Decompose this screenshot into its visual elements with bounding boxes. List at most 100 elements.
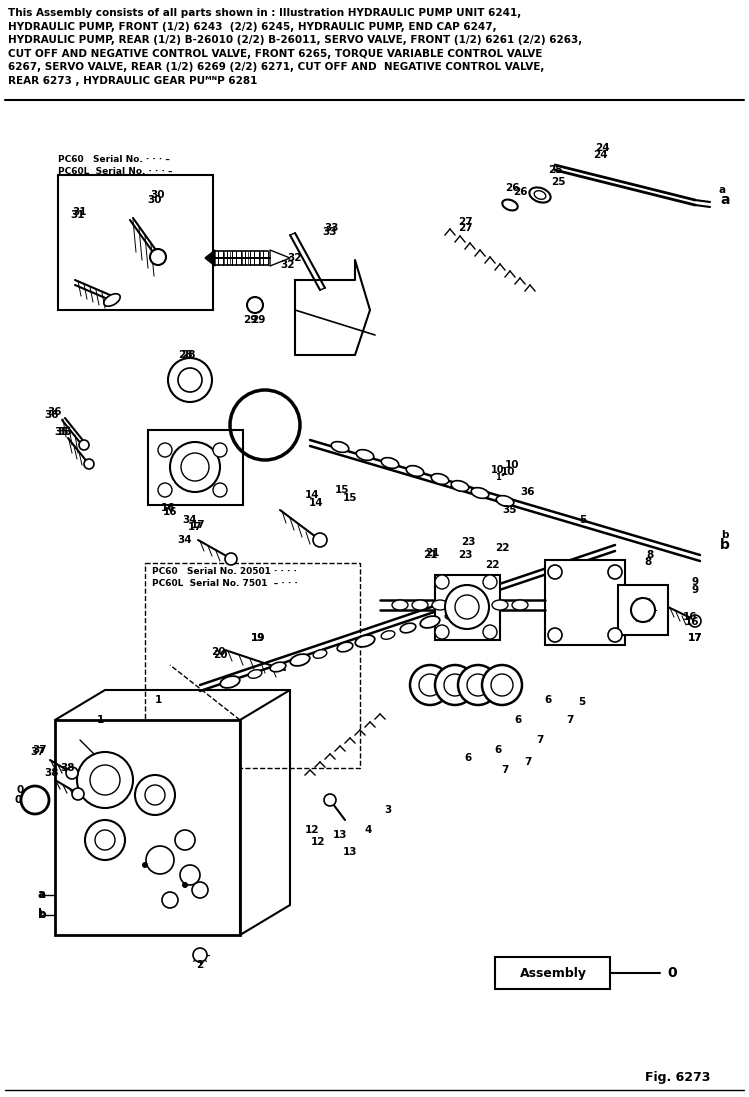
Text: 17: 17 bbox=[688, 633, 703, 643]
Text: 20: 20 bbox=[210, 647, 225, 657]
Ellipse shape bbox=[530, 188, 551, 203]
Ellipse shape bbox=[451, 480, 469, 491]
Circle shape bbox=[247, 297, 263, 313]
Text: 7: 7 bbox=[536, 735, 544, 745]
Text: b: b bbox=[721, 530, 729, 540]
Text: 14: 14 bbox=[305, 490, 319, 500]
Ellipse shape bbox=[420, 617, 440, 627]
Text: 9: 9 bbox=[691, 585, 699, 595]
Text: 35: 35 bbox=[55, 427, 69, 437]
Text: 34: 34 bbox=[178, 535, 192, 545]
Ellipse shape bbox=[290, 654, 310, 666]
Circle shape bbox=[182, 882, 188, 887]
Ellipse shape bbox=[400, 623, 416, 633]
Text: PC60L  Serial No. · · · –: PC60L Serial No. · · · – bbox=[58, 167, 172, 176]
Circle shape bbox=[85, 819, 125, 860]
Circle shape bbox=[72, 788, 84, 800]
Text: 16: 16 bbox=[685, 617, 700, 627]
Text: 2: 2 bbox=[196, 960, 204, 970]
Circle shape bbox=[146, 846, 174, 874]
Text: 6: 6 bbox=[464, 753, 472, 764]
Text: 8: 8 bbox=[646, 550, 654, 559]
Text: 35: 35 bbox=[58, 427, 72, 437]
Text: 6: 6 bbox=[494, 745, 502, 755]
Circle shape bbox=[483, 575, 497, 589]
Circle shape bbox=[467, 674, 489, 695]
Circle shape bbox=[180, 866, 200, 885]
Text: 14: 14 bbox=[309, 498, 324, 508]
Text: 23: 23 bbox=[461, 538, 476, 547]
Text: 5: 5 bbox=[578, 697, 586, 706]
Text: 24: 24 bbox=[595, 143, 610, 152]
Ellipse shape bbox=[381, 631, 395, 640]
Bar bbox=[148, 430, 243, 505]
Circle shape bbox=[178, 367, 202, 392]
Circle shape bbox=[95, 830, 115, 850]
Ellipse shape bbox=[220, 676, 240, 688]
Ellipse shape bbox=[355, 635, 374, 647]
Circle shape bbox=[77, 753, 133, 808]
Text: 23: 23 bbox=[458, 550, 473, 559]
Ellipse shape bbox=[492, 600, 508, 610]
Ellipse shape bbox=[313, 649, 327, 658]
Ellipse shape bbox=[337, 642, 353, 652]
Text: 36: 36 bbox=[521, 487, 536, 497]
Circle shape bbox=[135, 774, 175, 815]
Circle shape bbox=[79, 440, 89, 450]
Circle shape bbox=[213, 483, 227, 497]
Text: 15: 15 bbox=[343, 493, 357, 504]
Text: 10: 10 bbox=[501, 467, 515, 477]
Circle shape bbox=[142, 862, 148, 868]
Circle shape bbox=[193, 948, 207, 962]
Text: 4: 4 bbox=[364, 825, 372, 835]
Bar bbox=[545, 559, 625, 645]
Bar bbox=[145, 563, 360, 768]
Text: 7: 7 bbox=[566, 715, 574, 725]
Text: 38: 38 bbox=[61, 764, 75, 773]
Text: b: b bbox=[37, 908, 46, 921]
Text: 32: 32 bbox=[288, 253, 303, 263]
Ellipse shape bbox=[512, 600, 528, 610]
Circle shape bbox=[631, 598, 655, 622]
Ellipse shape bbox=[406, 465, 424, 476]
Text: 0: 0 bbox=[14, 795, 22, 805]
Text: 19: 19 bbox=[251, 633, 265, 643]
Text: 6: 6 bbox=[515, 715, 521, 725]
Ellipse shape bbox=[392, 600, 408, 610]
Ellipse shape bbox=[471, 488, 489, 498]
Text: 22: 22 bbox=[485, 559, 500, 570]
Bar bbox=[58, 176, 213, 310]
Text: 6: 6 bbox=[545, 695, 551, 705]
Text: 24: 24 bbox=[592, 150, 607, 160]
Ellipse shape bbox=[462, 604, 478, 614]
Text: 36: 36 bbox=[48, 407, 62, 417]
Ellipse shape bbox=[472, 600, 488, 610]
Ellipse shape bbox=[331, 442, 349, 452]
Bar bbox=[55, 720, 240, 935]
Circle shape bbox=[313, 533, 327, 547]
Circle shape bbox=[445, 585, 489, 629]
Circle shape bbox=[548, 565, 562, 579]
Circle shape bbox=[435, 575, 449, 589]
Ellipse shape bbox=[445, 611, 459, 620]
Ellipse shape bbox=[503, 200, 518, 211]
Text: 28: 28 bbox=[181, 350, 195, 360]
Ellipse shape bbox=[534, 191, 546, 200]
Text: b: b bbox=[38, 911, 46, 920]
Text: 12: 12 bbox=[311, 837, 325, 847]
Bar bbox=[435, 575, 500, 640]
Circle shape bbox=[158, 443, 172, 457]
Ellipse shape bbox=[431, 474, 449, 485]
Text: 26: 26 bbox=[513, 186, 527, 197]
Circle shape bbox=[458, 665, 498, 705]
Circle shape bbox=[158, 483, 172, 497]
Text: 27: 27 bbox=[458, 217, 473, 227]
Circle shape bbox=[150, 249, 166, 265]
Text: 37: 37 bbox=[31, 747, 45, 757]
Circle shape bbox=[410, 665, 450, 705]
Text: 26: 26 bbox=[505, 183, 519, 193]
Text: 30: 30 bbox=[148, 195, 163, 205]
Text: 37: 37 bbox=[33, 745, 47, 755]
Text: 15: 15 bbox=[335, 485, 349, 495]
Text: 31: 31 bbox=[70, 210, 85, 220]
